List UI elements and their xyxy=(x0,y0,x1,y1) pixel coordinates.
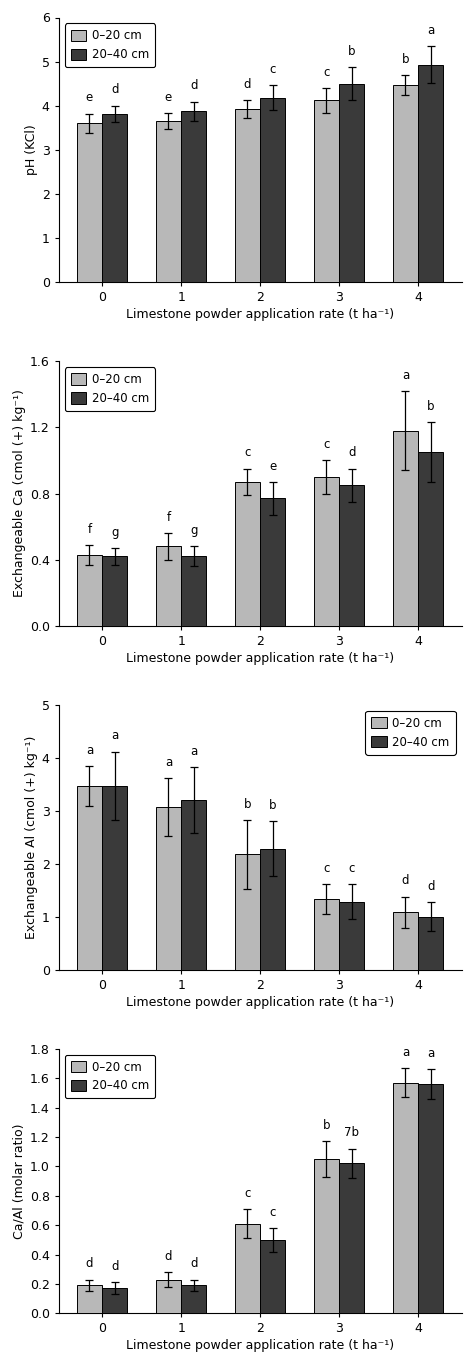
Bar xyxy=(102,557,128,625)
Text: g: g xyxy=(190,524,198,538)
Text: a: a xyxy=(402,1046,409,1059)
Text: a: a xyxy=(86,744,93,756)
Text: b: b xyxy=(323,1119,330,1132)
Text: c: c xyxy=(244,446,251,460)
Text: c: c xyxy=(323,438,329,452)
Bar xyxy=(77,554,102,625)
Text: b: b xyxy=(348,45,356,57)
Text: d: d xyxy=(244,78,251,91)
Bar xyxy=(156,1279,181,1313)
Text: a: a xyxy=(165,756,172,768)
Bar xyxy=(418,64,443,283)
Text: d: d xyxy=(348,446,356,460)
Y-axis label: pH (KCl): pH (KCl) xyxy=(25,124,37,175)
Bar xyxy=(156,807,181,969)
Bar xyxy=(393,431,418,625)
Bar xyxy=(418,1084,443,1313)
X-axis label: Limestone powder application rate (t ha⁻¹): Limestone powder application rate (t ha⁻… xyxy=(126,652,394,665)
Bar xyxy=(339,902,365,969)
Text: d: d xyxy=(190,79,198,93)
Bar xyxy=(393,1082,418,1313)
Text: g: g xyxy=(111,526,118,539)
Bar xyxy=(102,1289,128,1313)
Text: a: a xyxy=(427,1047,434,1061)
Bar xyxy=(156,546,181,625)
Bar xyxy=(235,109,260,283)
Bar xyxy=(339,83,365,283)
Text: d: d xyxy=(401,874,409,887)
Text: e: e xyxy=(86,91,93,104)
Text: c: c xyxy=(323,863,329,875)
X-axis label: Limestone powder application rate (t ha⁻¹): Limestone powder application rate (t ha⁻… xyxy=(126,1339,394,1353)
Text: d: d xyxy=(111,83,118,97)
Text: d: d xyxy=(111,1260,118,1274)
Text: e: e xyxy=(269,460,276,472)
Bar xyxy=(181,800,206,969)
Text: a: a xyxy=(427,25,434,37)
Text: e: e xyxy=(165,91,172,104)
Bar xyxy=(181,557,206,625)
Text: a: a xyxy=(402,369,409,382)
Text: f: f xyxy=(166,511,171,524)
Text: c: c xyxy=(270,63,276,76)
Bar xyxy=(339,486,365,625)
Bar xyxy=(235,854,260,969)
Bar xyxy=(260,1239,285,1313)
Legend: 0–20 cm, 20–40 cm: 0–20 cm, 20–40 cm xyxy=(365,711,456,755)
Bar xyxy=(77,786,102,969)
X-axis label: Limestone powder application rate (t ha⁻¹): Limestone powder application rate (t ha⁻… xyxy=(126,308,394,321)
Text: c: c xyxy=(270,1205,276,1219)
X-axis label: Limestone powder application rate (t ha⁻¹): Limestone powder application rate (t ha⁻… xyxy=(126,995,394,1009)
Text: d: d xyxy=(86,1257,93,1271)
Y-axis label: Ca/Al (molar ratio): Ca/Al (molar ratio) xyxy=(12,1123,26,1239)
Text: d: d xyxy=(190,1257,198,1271)
Bar xyxy=(339,1163,365,1313)
Text: c: c xyxy=(323,66,329,79)
Text: d: d xyxy=(165,1250,172,1263)
Y-axis label: Exchangeable Ca (cmol (+) kg⁻¹): Exchangeable Ca (cmol (+) kg⁻¹) xyxy=(12,389,26,598)
Bar xyxy=(393,912,418,969)
Bar xyxy=(102,113,128,283)
Text: b: b xyxy=(427,400,435,414)
Text: b: b xyxy=(244,797,251,811)
Bar xyxy=(181,1286,206,1313)
Text: a: a xyxy=(111,729,118,743)
Bar xyxy=(260,98,285,283)
Bar xyxy=(260,849,285,969)
Y-axis label: Exchangeable Al (cmol (+) kg⁻¹): Exchangeable Al (cmol (+) kg⁻¹) xyxy=(25,736,37,939)
Text: c: c xyxy=(244,1186,251,1200)
Legend: 0–20 cm, 20–40 cm: 0–20 cm, 20–40 cm xyxy=(64,23,155,67)
Text: b: b xyxy=(269,799,276,812)
Bar xyxy=(235,1223,260,1313)
Bar xyxy=(77,1286,102,1313)
Bar xyxy=(418,452,443,625)
Bar xyxy=(418,917,443,969)
Bar xyxy=(102,786,128,969)
Text: c: c xyxy=(348,863,355,875)
Text: f: f xyxy=(87,523,91,535)
Bar xyxy=(156,121,181,283)
Bar xyxy=(314,101,339,283)
Bar xyxy=(260,498,285,625)
Bar xyxy=(393,85,418,283)
Bar xyxy=(314,900,339,969)
Legend: 0–20 cm, 20–40 cm: 0–20 cm, 20–40 cm xyxy=(64,367,155,411)
Text: 7b: 7b xyxy=(344,1126,359,1140)
Bar xyxy=(77,123,102,283)
Bar xyxy=(314,476,339,625)
Bar xyxy=(314,1159,339,1313)
Text: d: d xyxy=(427,879,435,893)
Legend: 0–20 cm, 20–40 cm: 0–20 cm, 20–40 cm xyxy=(64,1055,155,1099)
Text: a: a xyxy=(190,745,197,758)
Text: b: b xyxy=(401,53,409,66)
Bar xyxy=(181,112,206,283)
Bar xyxy=(235,482,260,625)
